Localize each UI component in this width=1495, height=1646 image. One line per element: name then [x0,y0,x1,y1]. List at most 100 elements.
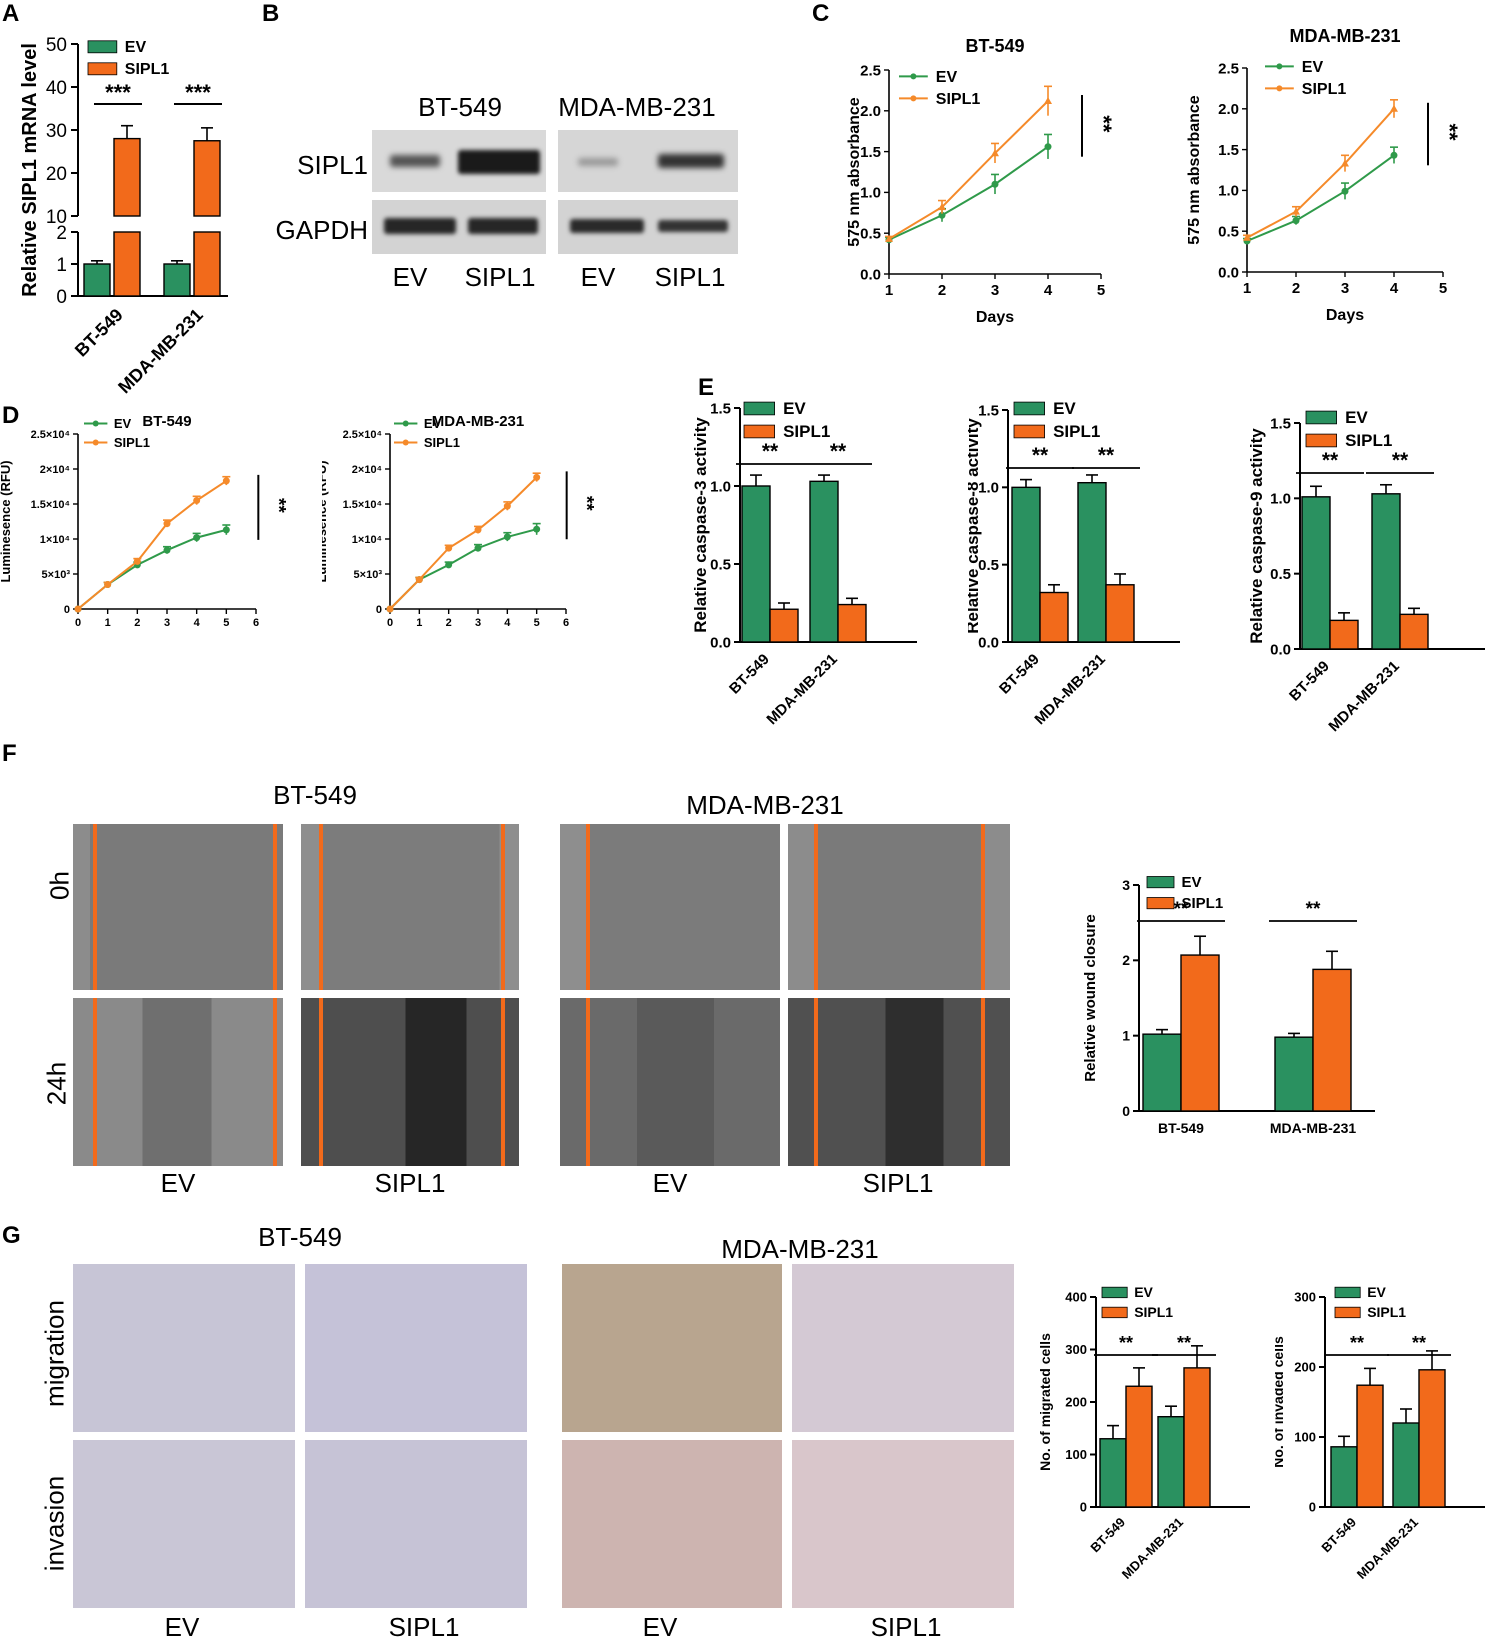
blot-band [570,219,644,233]
data-point-sipl1 [1044,97,1052,105]
y-axis-label: 575 nm absorbance [846,97,863,247]
wound-edge-line [319,824,323,990]
data-point-ev [1044,143,1052,151]
bar-sipl1-1 [837,603,867,643]
transwell-image-bt549-sipl1-invasion [305,1440,527,1608]
bar-ev-0 [1099,1438,1127,1508]
legend-marker-sipl1 [910,95,917,102]
data-point-sipl1 [938,203,946,211]
y-tick-label: 2×10⁴ [352,464,382,476]
data-point-ev [533,525,541,533]
blot-col-ev-1: EV [392,262,428,292]
chart-title: BT-549 [142,413,191,430]
legend-label-ev: EV [424,416,442,431]
legend-label-ev: EV [1182,875,1202,891]
legend-swatch-sipl1 [1013,424,1046,439]
x-tick-label: 1 [105,617,111,629]
blot-band [468,218,538,234]
legend-label-ev: EV [1302,59,1324,76]
y-tick-label: 0 [64,604,70,616]
blot-band [390,155,440,167]
bar-sipl1-1 [1399,613,1429,650]
transwell-col-sipl1-2: SIPL1 [870,1612,942,1642]
blot-band [658,154,724,168]
x-tick-label: 5 [1097,282,1105,299]
y-tick-label: 1×10⁴ [40,534,70,546]
transwell-image-mda-sipl1-migration [792,1264,1014,1432]
blot-band [578,158,618,166]
bar-sipl1-0 [1329,619,1359,650]
bar-sipl1-lower-1 [193,231,221,297]
series-line-ev [389,528,537,610]
category-label: MDA-MB-231 [1325,658,1402,735]
y-tick-label: 0 [376,604,382,616]
data-point-sipl1 [1292,207,1300,215]
legend-swatch-ev [87,40,118,54]
bar-sipl1-0 [1039,591,1069,643]
x-tick-label: 5 [1439,280,1447,297]
wound-edge-line [586,824,590,990]
chart-title: MDA-MB-231 [1289,26,1400,46]
bar-sipl1-lower-0 [113,231,141,297]
legend-swatch-ev [1305,410,1338,425]
x-tick-label: 0 [75,617,81,629]
y-tick-label: 1.5 [978,402,999,419]
y-tick-label: 10 [46,207,67,228]
legend-label-ev: EV [1053,399,1076,418]
bar-sipl1-1 [1312,968,1352,1112]
y-axis-label: Relative wound closure [1082,914,1099,1082]
significance-label: ** [1412,1333,1426,1353]
legend-label-ev: EV [936,69,958,86]
data-point-sipl1 [503,502,511,510]
y-tick-label: 2.0 [1218,101,1239,118]
category-label: BT-549 [71,305,127,361]
y-axis-label: 575 nm absorbance [1186,95,1203,245]
wound-edge-line [814,998,818,1166]
wound-edge-line [981,998,985,1166]
wound-edge-line [273,998,277,1166]
bar-ev-1 [1274,1036,1314,1112]
data-point-ev [938,211,946,219]
data-point-ev [503,533,511,541]
data-point-sipl1 [74,605,82,613]
y-tick-label: 100 [1294,1430,1316,1445]
x-axis-label: Days [976,309,1014,326]
chart-g-migrated: 0 100 200 300 400 No. of migrated cells ** BT-5… [1040,1285,1250,1582]
y-tick-label: 1 [1122,1028,1130,1044]
bar-ev-0 [1142,1033,1182,1112]
wound-image-bt549-sipl1-0h [301,824,519,990]
y-axis-label: Luminesence (RFU) [0,460,13,582]
y-tick-label: 3 [1122,877,1130,893]
x-tick-label: 6 [563,617,569,629]
x-tick-label: 1 [1243,280,1251,297]
y-axis-label: No. of invaded cells [1275,1336,1286,1468]
y-tick-label: 0 [1122,1103,1130,1119]
wound-edge-line [319,998,323,1166]
wound-image-bt549-sipl1-24h [301,998,519,1166]
bar-ev-0 [1301,496,1331,650]
legend-marker-ev [910,73,917,80]
x-tick-label: 1 [416,617,422,629]
bar-sipl1-0 [1356,1384,1384,1508]
bar-ev-0 [83,263,111,297]
significance-label: ** [1098,444,1115,467]
bar-ev-0 [1330,1446,1358,1508]
category-label: BT-549 [1087,1515,1128,1556]
data-point-ev [474,544,482,552]
series-line-ev [888,145,1049,241]
panel-label-f: F [2,740,17,767]
transwell-col-ev-2: EV [642,1612,678,1642]
blot-cell-mda: MDA-MB-231 [558,92,716,122]
bar-sipl1-0 [769,608,799,643]
wound-title-bt549: BT-549 [273,780,357,810]
significance-label: ** [1306,899,1321,920]
x-tick-label: 5 [534,617,540,629]
legend-label-sipl1: SIPL1 [1134,1304,1173,1320]
wound-edge-line [814,824,818,990]
transwell-image-bt549-ev-invasion [73,1440,295,1608]
legend-swatch-sipl1 [1101,1306,1128,1319]
transwell-image-mda-ev-invasion [562,1440,782,1608]
x-tick-label: 4 [1044,282,1053,299]
